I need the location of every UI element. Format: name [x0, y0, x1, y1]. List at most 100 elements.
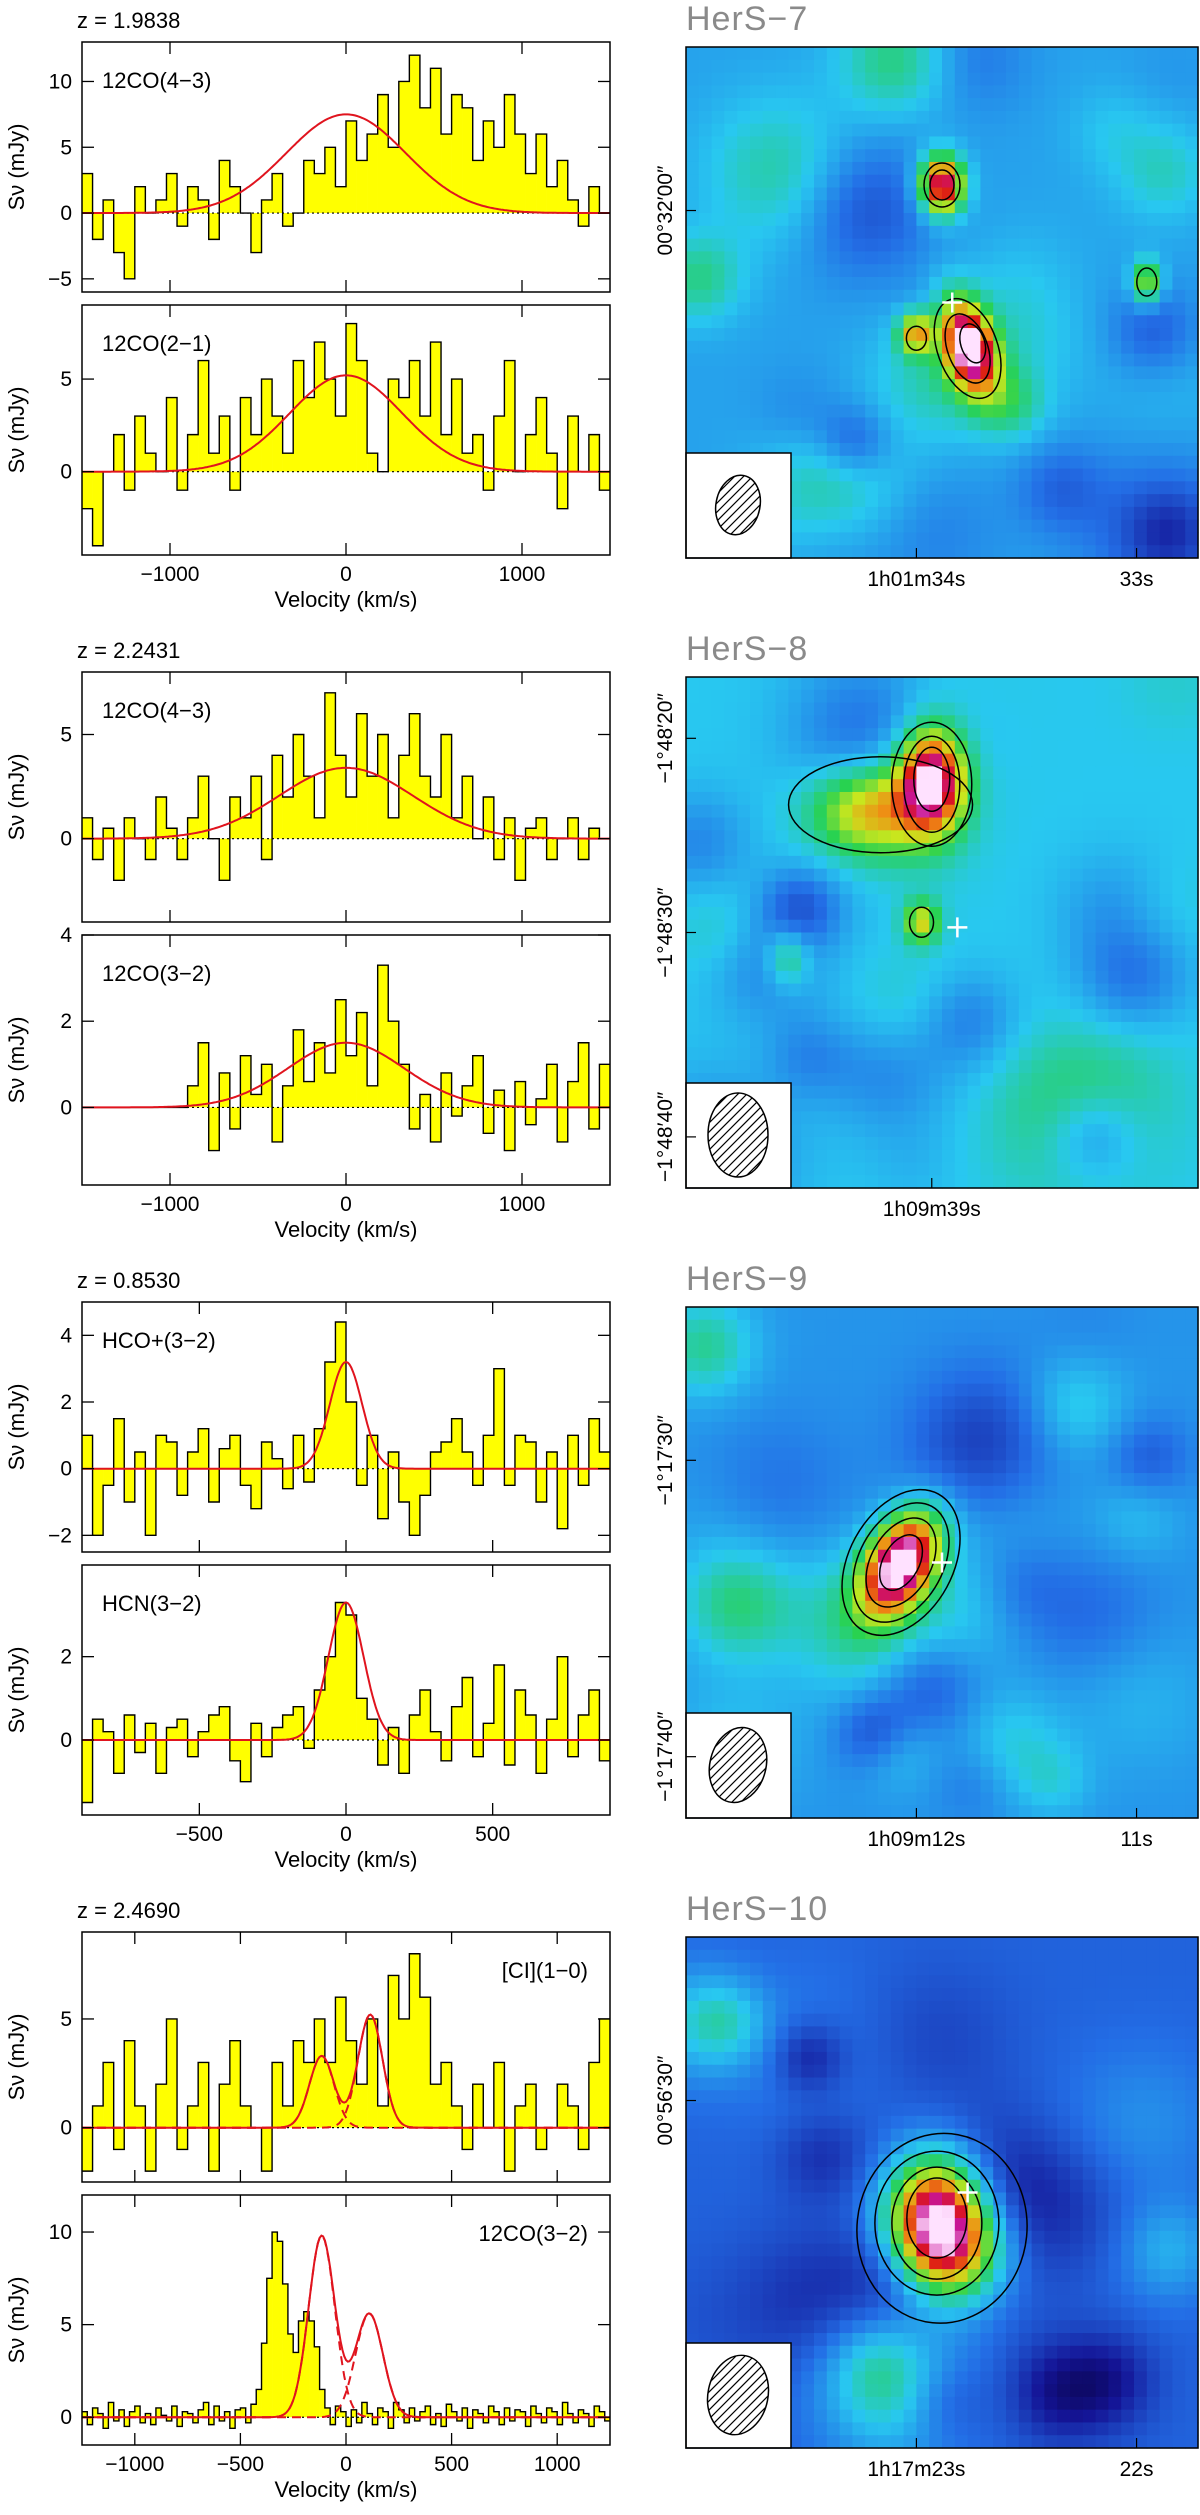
map-pixel	[929, 1021, 943, 1036]
map-pixel	[839, 149, 853, 163]
map-pixel	[775, 996, 789, 1010]
map-pixel	[801, 532, 815, 546]
map-pixel	[942, 85, 956, 99]
map-pixel	[826, 276, 841, 291]
map-pixel	[1121, 715, 1135, 729]
map-pixel	[737, 1434, 751, 1449]
map-pixel	[801, 958, 815, 972]
map-pixel	[1185, 932, 1199, 946]
map-pixel	[1121, 1511, 1135, 1525]
map-pixel	[954, 1639, 969, 1653]
spectrum-bin	[208, 453, 220, 472]
map-pixel	[852, 1409, 866, 1423]
map-pixel	[954, 161, 969, 176]
map-pixel	[954, 1319, 969, 1334]
map-pixel	[814, 906, 828, 921]
map-pixel	[1121, 315, 1135, 329]
map-pixel	[1018, 728, 1033, 742]
map-pixel	[762, 945, 777, 959]
map-pixel	[1044, 1124, 1058, 1138]
map-pixel	[1146, 817, 1161, 831]
map-pixel	[852, 47, 866, 61]
map-pixel	[954, 238, 969, 253]
map-pixel	[916, 1162, 930, 1176]
map-pixel	[826, 1370, 841, 1385]
map-pixel	[839, 740, 853, 755]
map-pixel	[1082, 1396, 1097, 1410]
map-pixel	[826, 1073, 841, 1087]
map-pixel	[878, 238, 892, 253]
map-pixel	[814, 98, 828, 112]
map-pixel	[942, 1332, 956, 1346]
map-pixel	[1044, 1009, 1058, 1023]
map-pixel	[1134, 404, 1148, 419]
map-pixel	[801, 1345, 815, 1359]
map-pixel	[1121, 1370, 1135, 1385]
map-pixel	[1159, 506, 1173, 521]
map-pixel	[1044, 430, 1058, 444]
map-pixel	[750, 430, 764, 444]
crosshair-icon	[942, 292, 963, 313]
map-pixel	[775, 174, 789, 189]
map-pixel	[1070, 1034, 1084, 1049]
map-pixel	[801, 1549, 815, 1564]
map-pixel	[839, 455, 853, 470]
map-pixel	[762, 740, 777, 755]
map-pixel	[1031, 1034, 1045, 1049]
map-pixel	[967, 1626, 981, 1640]
map-pixel	[1108, 1149, 1122, 1164]
map-pixel	[929, 1498, 943, 1513]
spectrum-bin	[546, 453, 558, 472]
map-pixel	[1172, 443, 1186, 457]
map-pixel	[1070, 1358, 1084, 1372]
map-pixel	[711, 379, 725, 393]
map-pixel	[1006, 417, 1020, 431]
map-pixel	[1018, 766, 1033, 780]
map-pixel	[954, 430, 969, 444]
map-pixel	[724, 1485, 738, 1500]
map-pixel	[814, 1626, 828, 1640]
map-pixel	[686, 881, 700, 895]
map-pixel	[801, 1447, 815, 1461]
map-pixel	[1185, 1498, 1199, 1513]
map-pixel	[1108, 276, 1122, 291]
spectrum-bin	[324, 1072, 336, 1108]
map-pixel	[852, 1073, 866, 1087]
map-pixel	[737, 855, 751, 870]
map-pixel	[1070, 1396, 1084, 1410]
map-pixel	[1159, 136, 1173, 150]
map-pixel	[852, 1149, 866, 1164]
map-pixel	[814, 740, 828, 755]
spectrum-bin	[462, 1085, 474, 1108]
map-pixel	[1172, 1175, 1186, 1189]
map-pixel	[1018, 353, 1033, 367]
map-pixel	[750, 1421, 764, 1436]
map-pixel	[801, 123, 815, 138]
map-pixel	[762, 715, 777, 729]
map-pixel	[993, 1473, 1007, 1487]
map-pixel	[1121, 983, 1135, 997]
map-pixel	[1070, 1409, 1084, 1423]
map-pixel	[967, 983, 981, 997]
map-pixel	[929, 1358, 943, 1372]
map-pixel	[929, 1613, 943, 1627]
map-pixel	[762, 149, 777, 163]
map-pixel	[1031, 728, 1045, 742]
map-pixel	[814, 264, 828, 278]
map-pixel	[839, 1085, 853, 1100]
map-pixel	[942, 1162, 956, 1176]
spectrum-bin	[377, 965, 389, 1108]
map-pixel	[762, 264, 777, 278]
map-pixel	[1082, 1345, 1097, 1359]
map-pixel	[967, 1600, 981, 1615]
spectrum-bin	[261, 1740, 273, 1757]
map-pixel	[942, 59, 956, 74]
map-pixel	[967, 1396, 981, 1410]
hatch-line	[733, 1093, 768, 1177]
map-pixel	[1146, 455, 1161, 470]
map-pixel	[954, 264, 969, 278]
map-pixel	[814, 1358, 828, 1372]
map-pixel	[1031, 881, 1045, 895]
map-pixel	[929, 1124, 943, 1138]
map-pixel	[788, 1485, 802, 1500]
